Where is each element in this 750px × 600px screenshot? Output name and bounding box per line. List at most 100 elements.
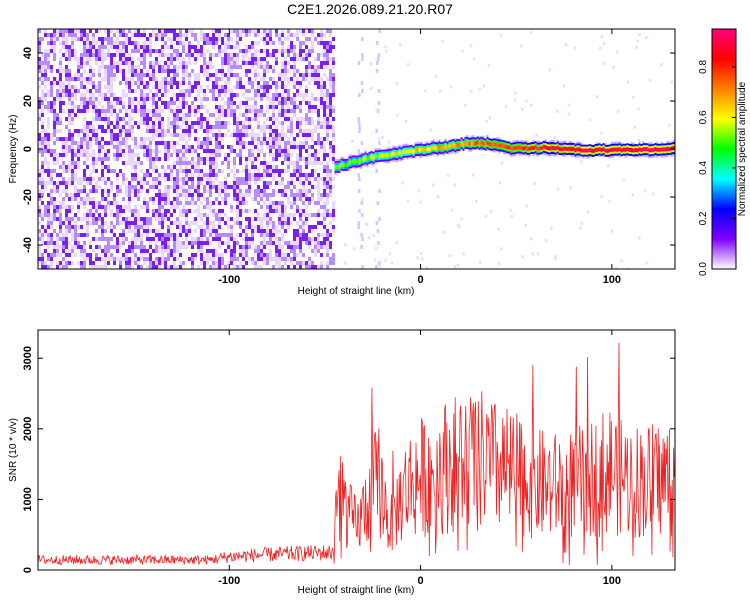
heatmap-cell [62, 245, 65, 249]
heatmap-cell [502, 148, 505, 151]
heatmap-cell [642, 151, 645, 154]
heatmap-cell [155, 209, 158, 213]
heatmap-cell [287, 141, 290, 145]
heatmap-cell [257, 201, 260, 205]
heatmap-cell [358, 153, 361, 156]
heatmap-cell [368, 155, 371, 158]
heatmap-cell [418, 151, 421, 154]
heatmap-cell [134, 73, 137, 77]
heatmap-cell [185, 177, 188, 181]
heatmap-cell [257, 169, 260, 173]
heatmap-cell [293, 109, 296, 113]
heatmap-cell [574, 146, 577, 149]
heatmap-cell [242, 201, 245, 205]
heatmap-cell [47, 205, 50, 209]
heatmap-cell [308, 201, 311, 205]
heatmap-cell [86, 257, 89, 261]
heatmap-cell [128, 105, 131, 109]
heatmap-cell [436, 144, 439, 147]
heatmap-cell [176, 193, 179, 197]
heatmap-cell [456, 148, 459, 151]
heatmap-cell [104, 109, 107, 113]
heatmap-cell [158, 61, 161, 65]
heatmap-cell [80, 137, 83, 141]
heatmap-cell [152, 29, 155, 33]
heatmap-cell [122, 237, 125, 241]
heatmap-cell [332, 137, 335, 141]
heatmap-cell [122, 89, 125, 93]
heatmap-cell [116, 189, 119, 193]
heatmap-cell [167, 141, 170, 145]
heatmap-cell [476, 136, 479, 139]
heatmap-cell [544, 141, 547, 144]
heatmap-cell [149, 257, 152, 261]
heatmap-cell [119, 185, 122, 189]
heatmap-cell [284, 57, 287, 61]
heatmap-cell [348, 164, 351, 167]
heatmap-cell [278, 217, 281, 221]
heatmap-cell [170, 125, 173, 129]
heatmap-cell [185, 221, 188, 225]
heatmap-cell [98, 117, 101, 121]
heatmap-cell [137, 193, 140, 197]
heatmap-cell [206, 117, 209, 121]
heatmap-cell [224, 181, 227, 185]
heatmap-cell [194, 109, 197, 113]
heatmap-cell [311, 65, 314, 69]
heatmap-cell [588, 118, 592, 122]
heatmap-cell [188, 233, 191, 237]
heatmap-cell [38, 69, 41, 73]
heatmap-cell [329, 73, 332, 77]
heatmap-cell [326, 181, 329, 185]
heatmap-cell [83, 185, 86, 189]
heatmap-cell [424, 89, 427, 93]
heatmap-cell [308, 117, 311, 121]
heatmap-cell [158, 121, 161, 125]
heatmap-cell [566, 145, 569, 148]
heatmap-cell [95, 245, 98, 249]
heatmap-cell [212, 237, 215, 241]
heatmap-cell [143, 261, 146, 265]
heatmap-cell [65, 29, 68, 33]
heatmap-cell [146, 109, 149, 113]
heatmap-cell [209, 153, 212, 157]
heatmap-cell [62, 149, 65, 153]
heatmap-cell [260, 173, 263, 177]
heatmap-cell [422, 146, 425, 149]
heatmap-cell [47, 265, 50, 269]
heatmap-cell [287, 129, 290, 133]
heatmap-cell [218, 233, 221, 237]
heatmap-cell [624, 145, 627, 148]
heatmap-cell [158, 197, 161, 201]
heatmap-cell [230, 261, 233, 265]
heatmap-cell [74, 173, 77, 177]
heatmap-cell [314, 157, 317, 161]
heatmap-cell [62, 249, 65, 253]
heatmap-cell [248, 97, 251, 101]
heatmap-cell [170, 109, 173, 113]
heatmap-cell [239, 49, 242, 53]
heatmap-cell [152, 125, 155, 129]
heatmap-cell [104, 69, 107, 73]
heatmap-cell [233, 61, 236, 65]
heatmap-cell [269, 145, 272, 149]
heatmap-cell [116, 61, 119, 65]
heatmap-cell [59, 261, 62, 265]
heatmap-cell [200, 257, 203, 261]
heatmap-cell [116, 65, 119, 69]
heatmap-cell [618, 153, 621, 156]
heatmap-cell [74, 49, 77, 53]
heatmap-cell [125, 133, 128, 137]
heatmap-cell [293, 69, 296, 73]
heatmap-cell [354, 163, 357, 166]
heatmap-cell [340, 166, 343, 169]
heatmap-cell [578, 153, 581, 156]
heatmap-cell [532, 154, 535, 157]
heatmap-cell [263, 165, 266, 169]
heatmap-cell [41, 145, 44, 149]
heatmap-cell [227, 145, 230, 149]
heatmap-cell [626, 145, 629, 148]
heatmap-cell [173, 241, 176, 245]
heatmap-cell [218, 209, 221, 213]
heatmap-cell [167, 157, 170, 161]
